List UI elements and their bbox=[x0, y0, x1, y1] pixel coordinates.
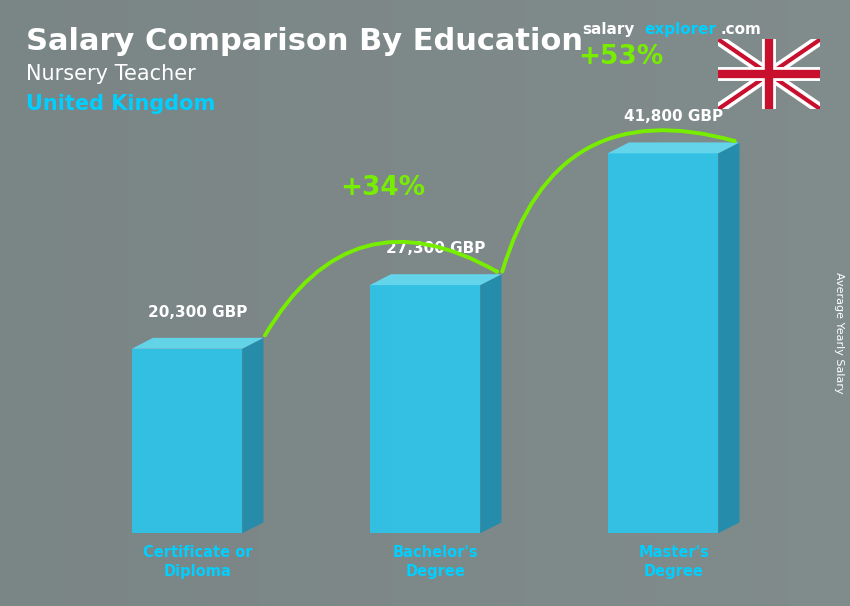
Text: Certificate or
Diploma: Certificate or Diploma bbox=[143, 545, 252, 579]
Text: Nursery Teacher: Nursery Teacher bbox=[26, 64, 196, 84]
Text: United Kingdom: United Kingdom bbox=[26, 94, 215, 114]
Text: Bachelor's
Degree: Bachelor's Degree bbox=[393, 545, 479, 579]
Polygon shape bbox=[370, 285, 480, 533]
Text: Average Yearly Salary: Average Yearly Salary bbox=[834, 273, 844, 394]
Polygon shape bbox=[242, 338, 264, 533]
Polygon shape bbox=[132, 348, 242, 533]
Text: 41,800 GBP: 41,800 GBP bbox=[624, 109, 723, 124]
Text: .com: .com bbox=[721, 22, 762, 38]
Polygon shape bbox=[132, 338, 264, 348]
Text: Salary Comparison By Education: Salary Comparison By Education bbox=[26, 27, 582, 56]
Text: Master's
Degree: Master's Degree bbox=[638, 545, 709, 579]
Text: +53%: +53% bbox=[578, 44, 663, 70]
Polygon shape bbox=[608, 142, 740, 153]
Polygon shape bbox=[480, 274, 501, 533]
Polygon shape bbox=[370, 274, 502, 285]
Text: +34%: +34% bbox=[340, 176, 425, 201]
Polygon shape bbox=[718, 142, 740, 533]
Text: 27,300 GBP: 27,300 GBP bbox=[386, 241, 485, 256]
Text: salary: salary bbox=[582, 22, 635, 38]
Text: 20,300 GBP: 20,300 GBP bbox=[148, 305, 247, 319]
Polygon shape bbox=[608, 153, 718, 533]
Text: explorer: explorer bbox=[644, 22, 717, 38]
